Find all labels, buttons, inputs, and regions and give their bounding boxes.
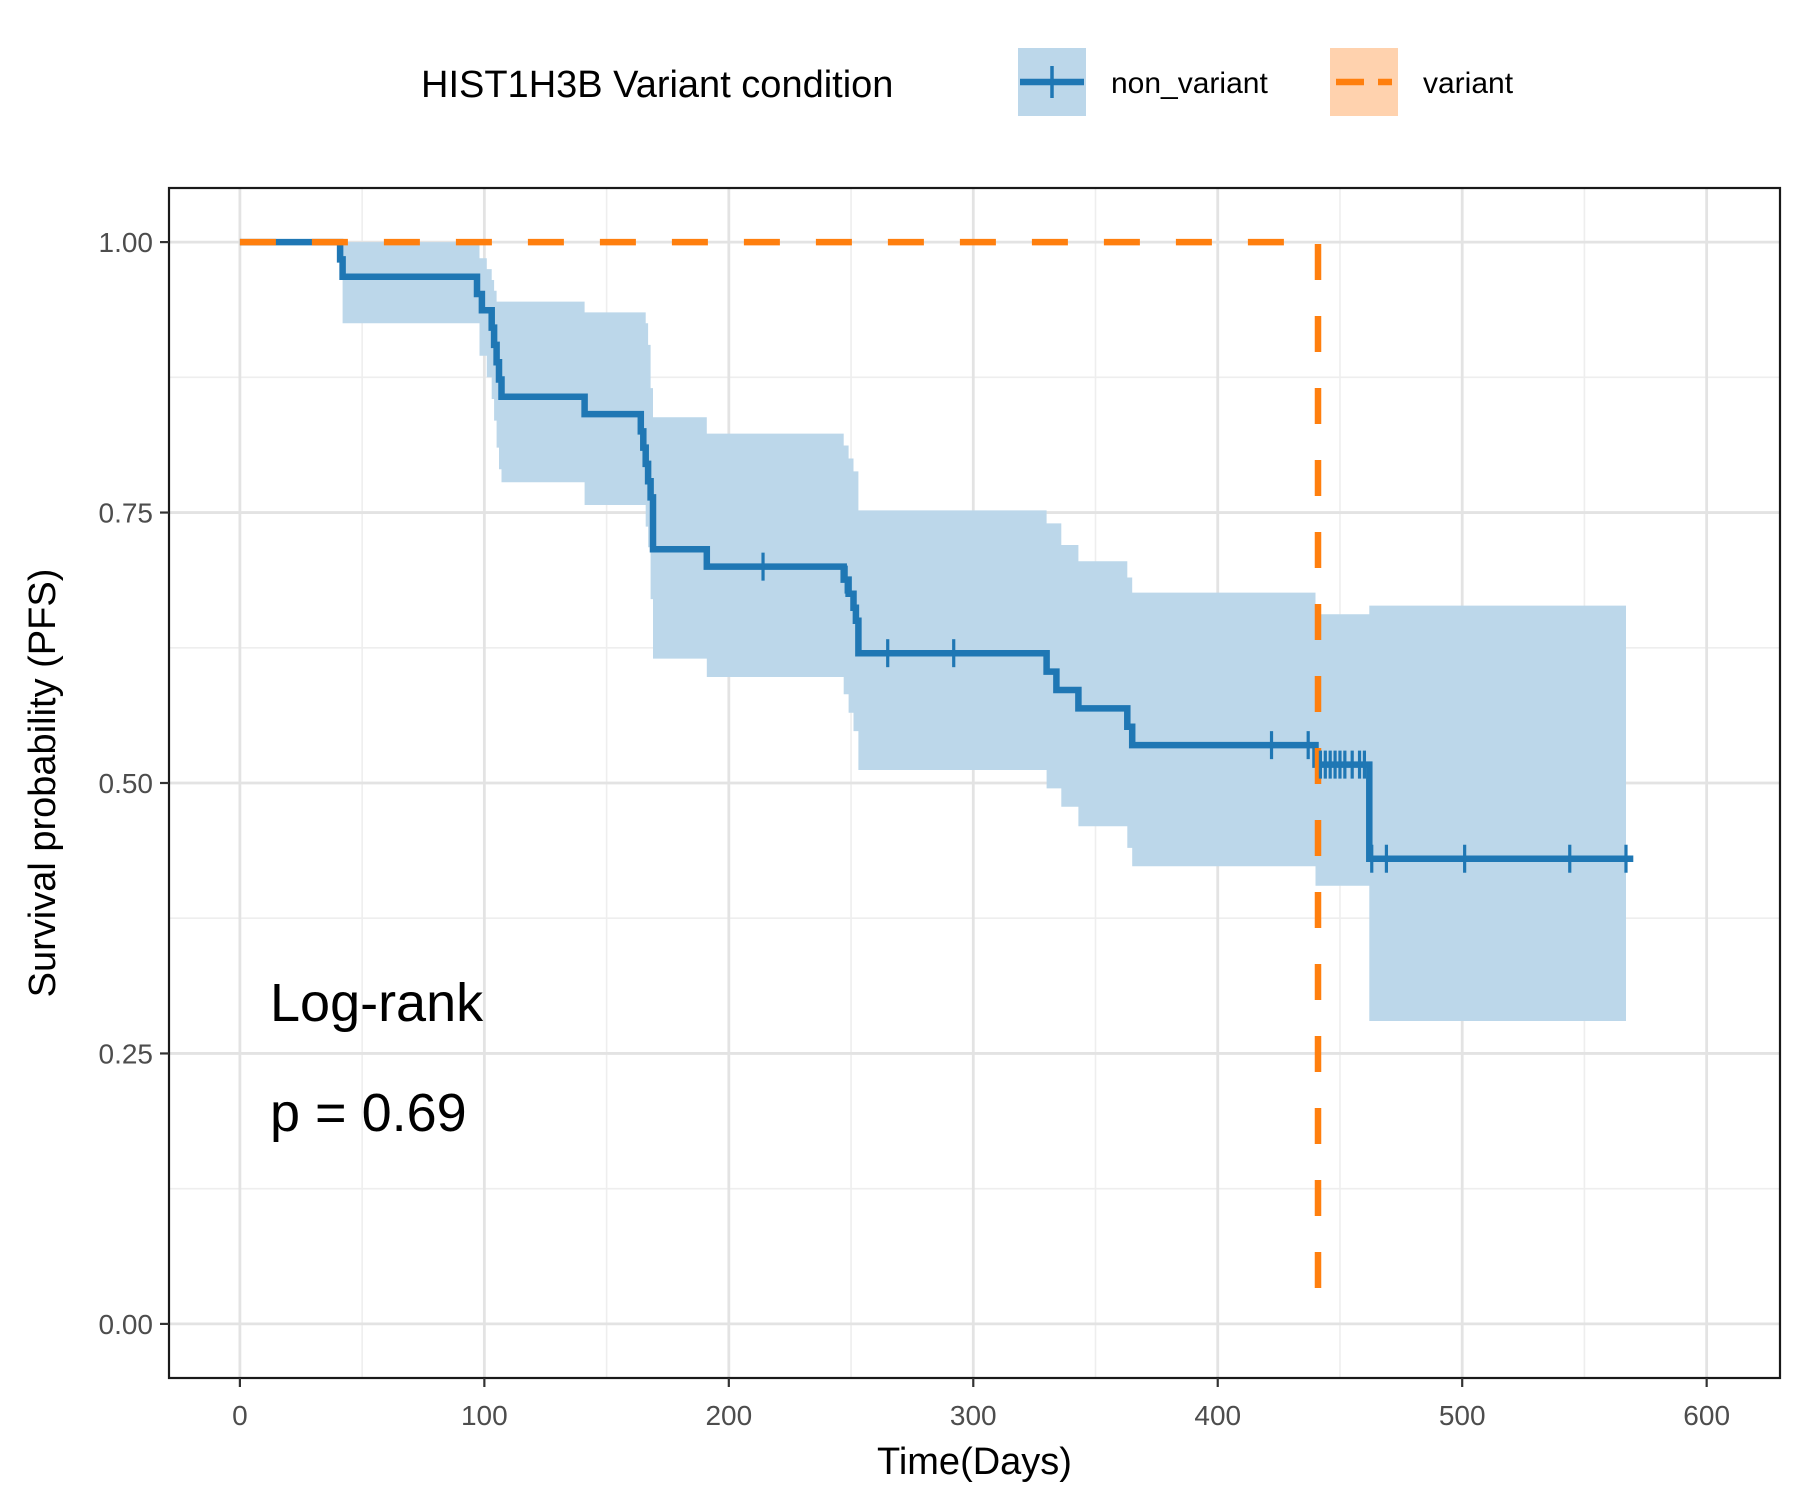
ci-band-non-variant (239, 242, 1626, 1022)
y-tick-label: 1.00 (99, 227, 154, 258)
x-tick-label: 600 (1683, 1400, 1730, 1431)
survival-curves (239, 238, 1634, 1324)
x-tick-label: 0 (232, 1400, 248, 1431)
x-tick-label: 100 (461, 1400, 508, 1431)
y-tick-label: 0.50 (99, 768, 154, 799)
survival-curve-non-variant (239, 238, 1634, 862)
annotation-log-rank: Log-rank (270, 973, 484, 1033)
confidence-band (239, 242, 1626, 1022)
legend-title: HIST1H3B Variant condition (421, 64, 893, 106)
y-axis-title: Survival probability (PFS) (22, 569, 64, 998)
x-tick-label: 500 (1439, 1400, 1486, 1431)
annotation-p-value: p = 0.69 (270, 1083, 467, 1143)
x-axis-title: Time(Days) (877, 1441, 1072, 1483)
legend: HIST1H3B Variant condition non_variant v… (421, 48, 1514, 116)
y-tick-label: 0.00 (99, 1309, 154, 1340)
x-tick-label: 400 (1194, 1400, 1241, 1431)
axis-ticks: 0 100 200 300 400 500 600 0.00 0.25 0.50 0.75 1.00 (99, 227, 1731, 1431)
y-tick-label: 0.25 (99, 1038, 154, 1069)
legend-label-non-variant: non_variant (1111, 67, 1268, 100)
x-tick-label: 300 (950, 1400, 997, 1431)
legend-label-variant: variant (1423, 67, 1514, 100)
censor-marks (761, 552, 1628, 873)
x-tick-label: 200 (705, 1400, 752, 1431)
y-tick-label: 0.75 (99, 498, 154, 529)
